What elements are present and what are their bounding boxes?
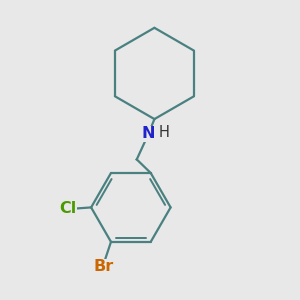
Text: N: N [142,126,155,141]
Text: Br: Br [94,260,114,274]
Text: H: H [158,125,169,140]
Text: Cl: Cl [59,201,76,216]
